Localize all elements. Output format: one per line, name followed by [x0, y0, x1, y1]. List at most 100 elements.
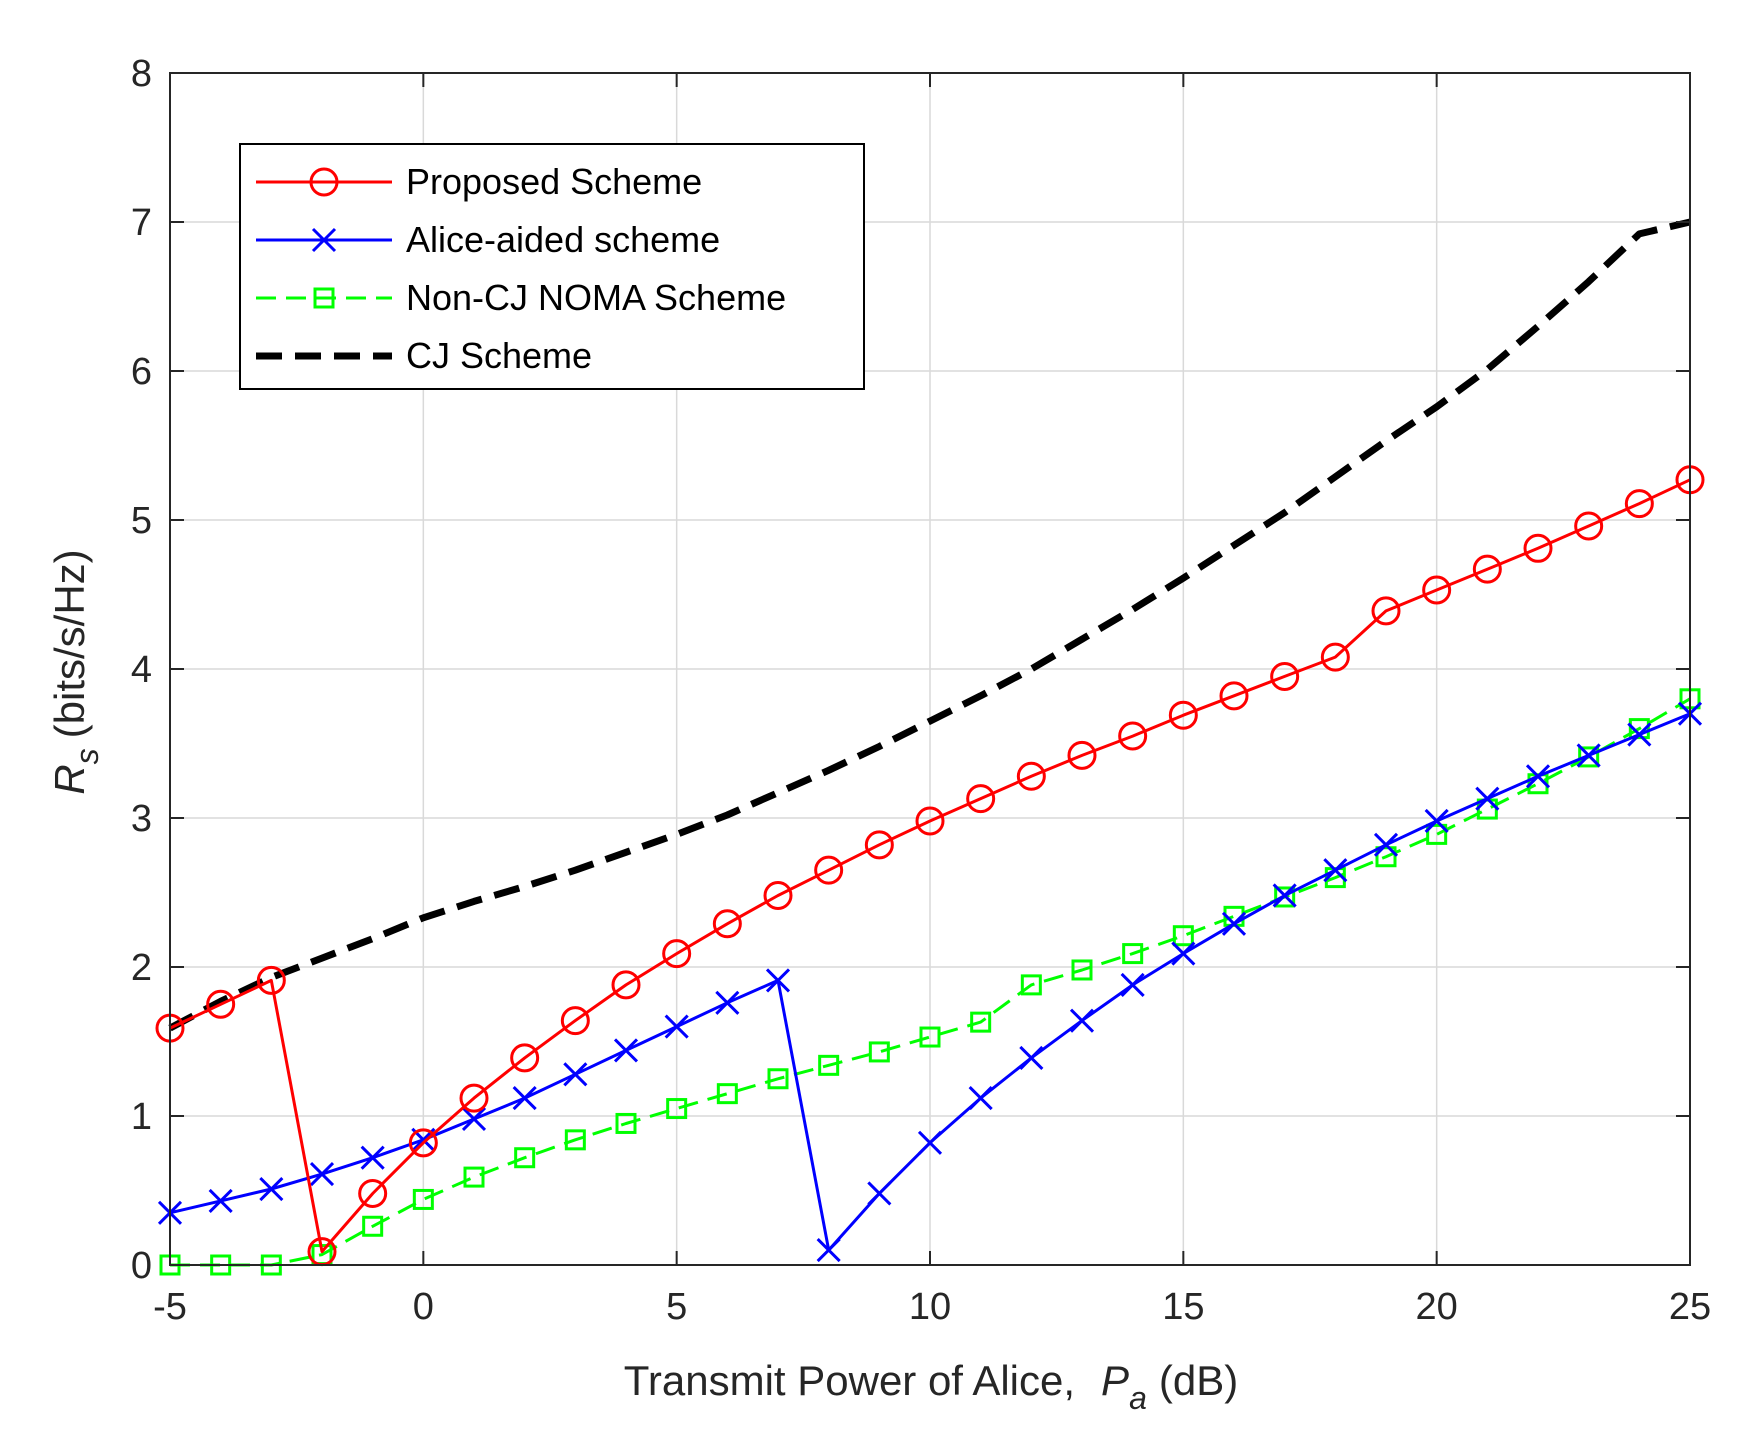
- x-tick-label: 0: [413, 1286, 434, 1328]
- legend-item-non-cj-noma-scheme: Non-CJ NOMA Scheme: [256, 277, 786, 318]
- x-axis-symbol: P: [1101, 1357, 1129, 1404]
- data-point: [563, 1062, 588, 1087]
- data-point: [715, 990, 740, 1015]
- x-axis-unit: (dB): [1159, 1357, 1238, 1404]
- data-point: [767, 1068, 789, 1090]
- legend-item-cj-scheme: CJ Scheme: [256, 335, 592, 376]
- data-point: [968, 1086, 993, 1111]
- data-point: [206, 989, 236, 1019]
- data-point: [309, 1162, 335, 1187]
- legend-item-proposed-scheme: Proposed Scheme: [256, 161, 702, 202]
- y-tick-label: 7: [131, 202, 152, 244]
- y-tick-label: 2: [131, 947, 152, 989]
- data-point: [1320, 642, 1350, 672]
- data-point: [1219, 681, 1249, 711]
- legend-marker: [311, 227, 337, 253]
- legend-marker: [313, 287, 335, 309]
- data-point: [512, 1086, 537, 1111]
- data-point: [615, 1112, 637, 1134]
- series-cj-scheme: [168, 218, 1691, 1032]
- data-point: [966, 784, 996, 814]
- data-point: [818, 1054, 840, 1076]
- series-proposed-scheme: [155, 465, 1705, 1267]
- data-point: [864, 830, 894, 860]
- series-line-cj-scheme: [168, 218, 1691, 1032]
- data-point: [358, 1178, 388, 1208]
- data-point: [208, 1188, 233, 1213]
- data-point: [666, 1098, 688, 1120]
- data-point: [564, 1129, 586, 1151]
- series-line-proposed-scheme: [169, 478, 1691, 1254]
- data-point: [611, 970, 641, 1000]
- y-tick-label: 8: [131, 53, 152, 95]
- data-point: [915, 806, 945, 836]
- data-point: [1171, 941, 1196, 966]
- x-tick-label: 5: [666, 1286, 687, 1328]
- x-tick-label: 25: [1669, 1286, 1711, 1328]
- ticks-layer: [169, 72, 1691, 1266]
- data-point: [1274, 886, 1296, 908]
- data-point: [1422, 575, 1452, 605]
- data-point: [1523, 533, 1553, 563]
- data-point: [763, 880, 793, 910]
- data-point: [1627, 722, 1652, 747]
- data-point: [712, 909, 742, 939]
- data-point: [362, 1215, 384, 1237]
- data-point: [461, 1106, 487, 1132]
- x-tick-label: 10: [909, 1286, 951, 1328]
- x-tick-label: -5: [153, 1286, 187, 1328]
- data-point: [613, 1038, 639, 1063]
- data-point: [360, 1145, 385, 1170]
- data-point: [1221, 911, 1247, 936]
- legend-items: Proposed Scheme Alice-aided scheme Non-CJ …: [256, 161, 786, 376]
- data-point: [1069, 1008, 1095, 1033]
- y-tick-label: 0: [131, 1245, 152, 1287]
- data-point: [259, 1176, 284, 1202]
- data-point: [716, 1083, 738, 1105]
- legend-label: Alice-aided scheme: [406, 219, 720, 260]
- data-point: [1323, 858, 1348, 883]
- y-axis-subscript: s: [69, 748, 105, 764]
- data-point: [1373, 832, 1399, 857]
- data-point: [867, 1181, 892, 1206]
- data-point: [463, 1166, 485, 1188]
- data-point: [1120, 972, 1145, 997]
- series-alice-aided-scheme: [157, 701, 1703, 1263]
- x-tick-label: 15: [1162, 1286, 1204, 1328]
- data-point: [408, 1128, 438, 1158]
- data-point: [560, 1006, 590, 1036]
- data-point: [1019, 1045, 1044, 1070]
- x-tick-label: 20: [1416, 1286, 1458, 1328]
- y-tick-label: 1: [131, 1096, 152, 1138]
- data-point: [1472, 554, 1502, 584]
- data-point: [510, 1043, 540, 1073]
- data-point: [459, 1083, 489, 1113]
- data-point: [1578, 746, 1600, 768]
- data-point: [1576, 743, 1601, 768]
- x-axis-label-prefix: Transmit Power of Alice,: [624, 1357, 1075, 1404]
- data-point: [1624, 489, 1654, 519]
- data-point: [514, 1147, 536, 1169]
- data-point: [917, 1130, 943, 1155]
- data-point: [1628, 718, 1650, 740]
- data-point: [1172, 925, 1194, 947]
- data-point: [814, 855, 844, 885]
- data-point: [1067, 740, 1097, 770]
- data-point: [1071, 959, 1093, 981]
- data-point: [868, 1041, 890, 1063]
- data-point: [816, 1238, 841, 1263]
- data-point: [256, 965, 286, 995]
- data-point: [1525, 764, 1551, 789]
- y-tick-label: 3: [131, 798, 152, 840]
- y-axis-symbol: R: [46, 764, 93, 794]
- y-tick-label: 5: [131, 500, 152, 542]
- legend-box: [239, 143, 865, 390]
- data-point: [919, 1026, 941, 1048]
- y-tick-label: 6: [131, 351, 152, 393]
- data-point: [1168, 700, 1198, 730]
- data-point: [664, 1014, 689, 1039]
- data-point: [1272, 883, 1297, 908]
- data-point: [1475, 786, 1500, 811]
